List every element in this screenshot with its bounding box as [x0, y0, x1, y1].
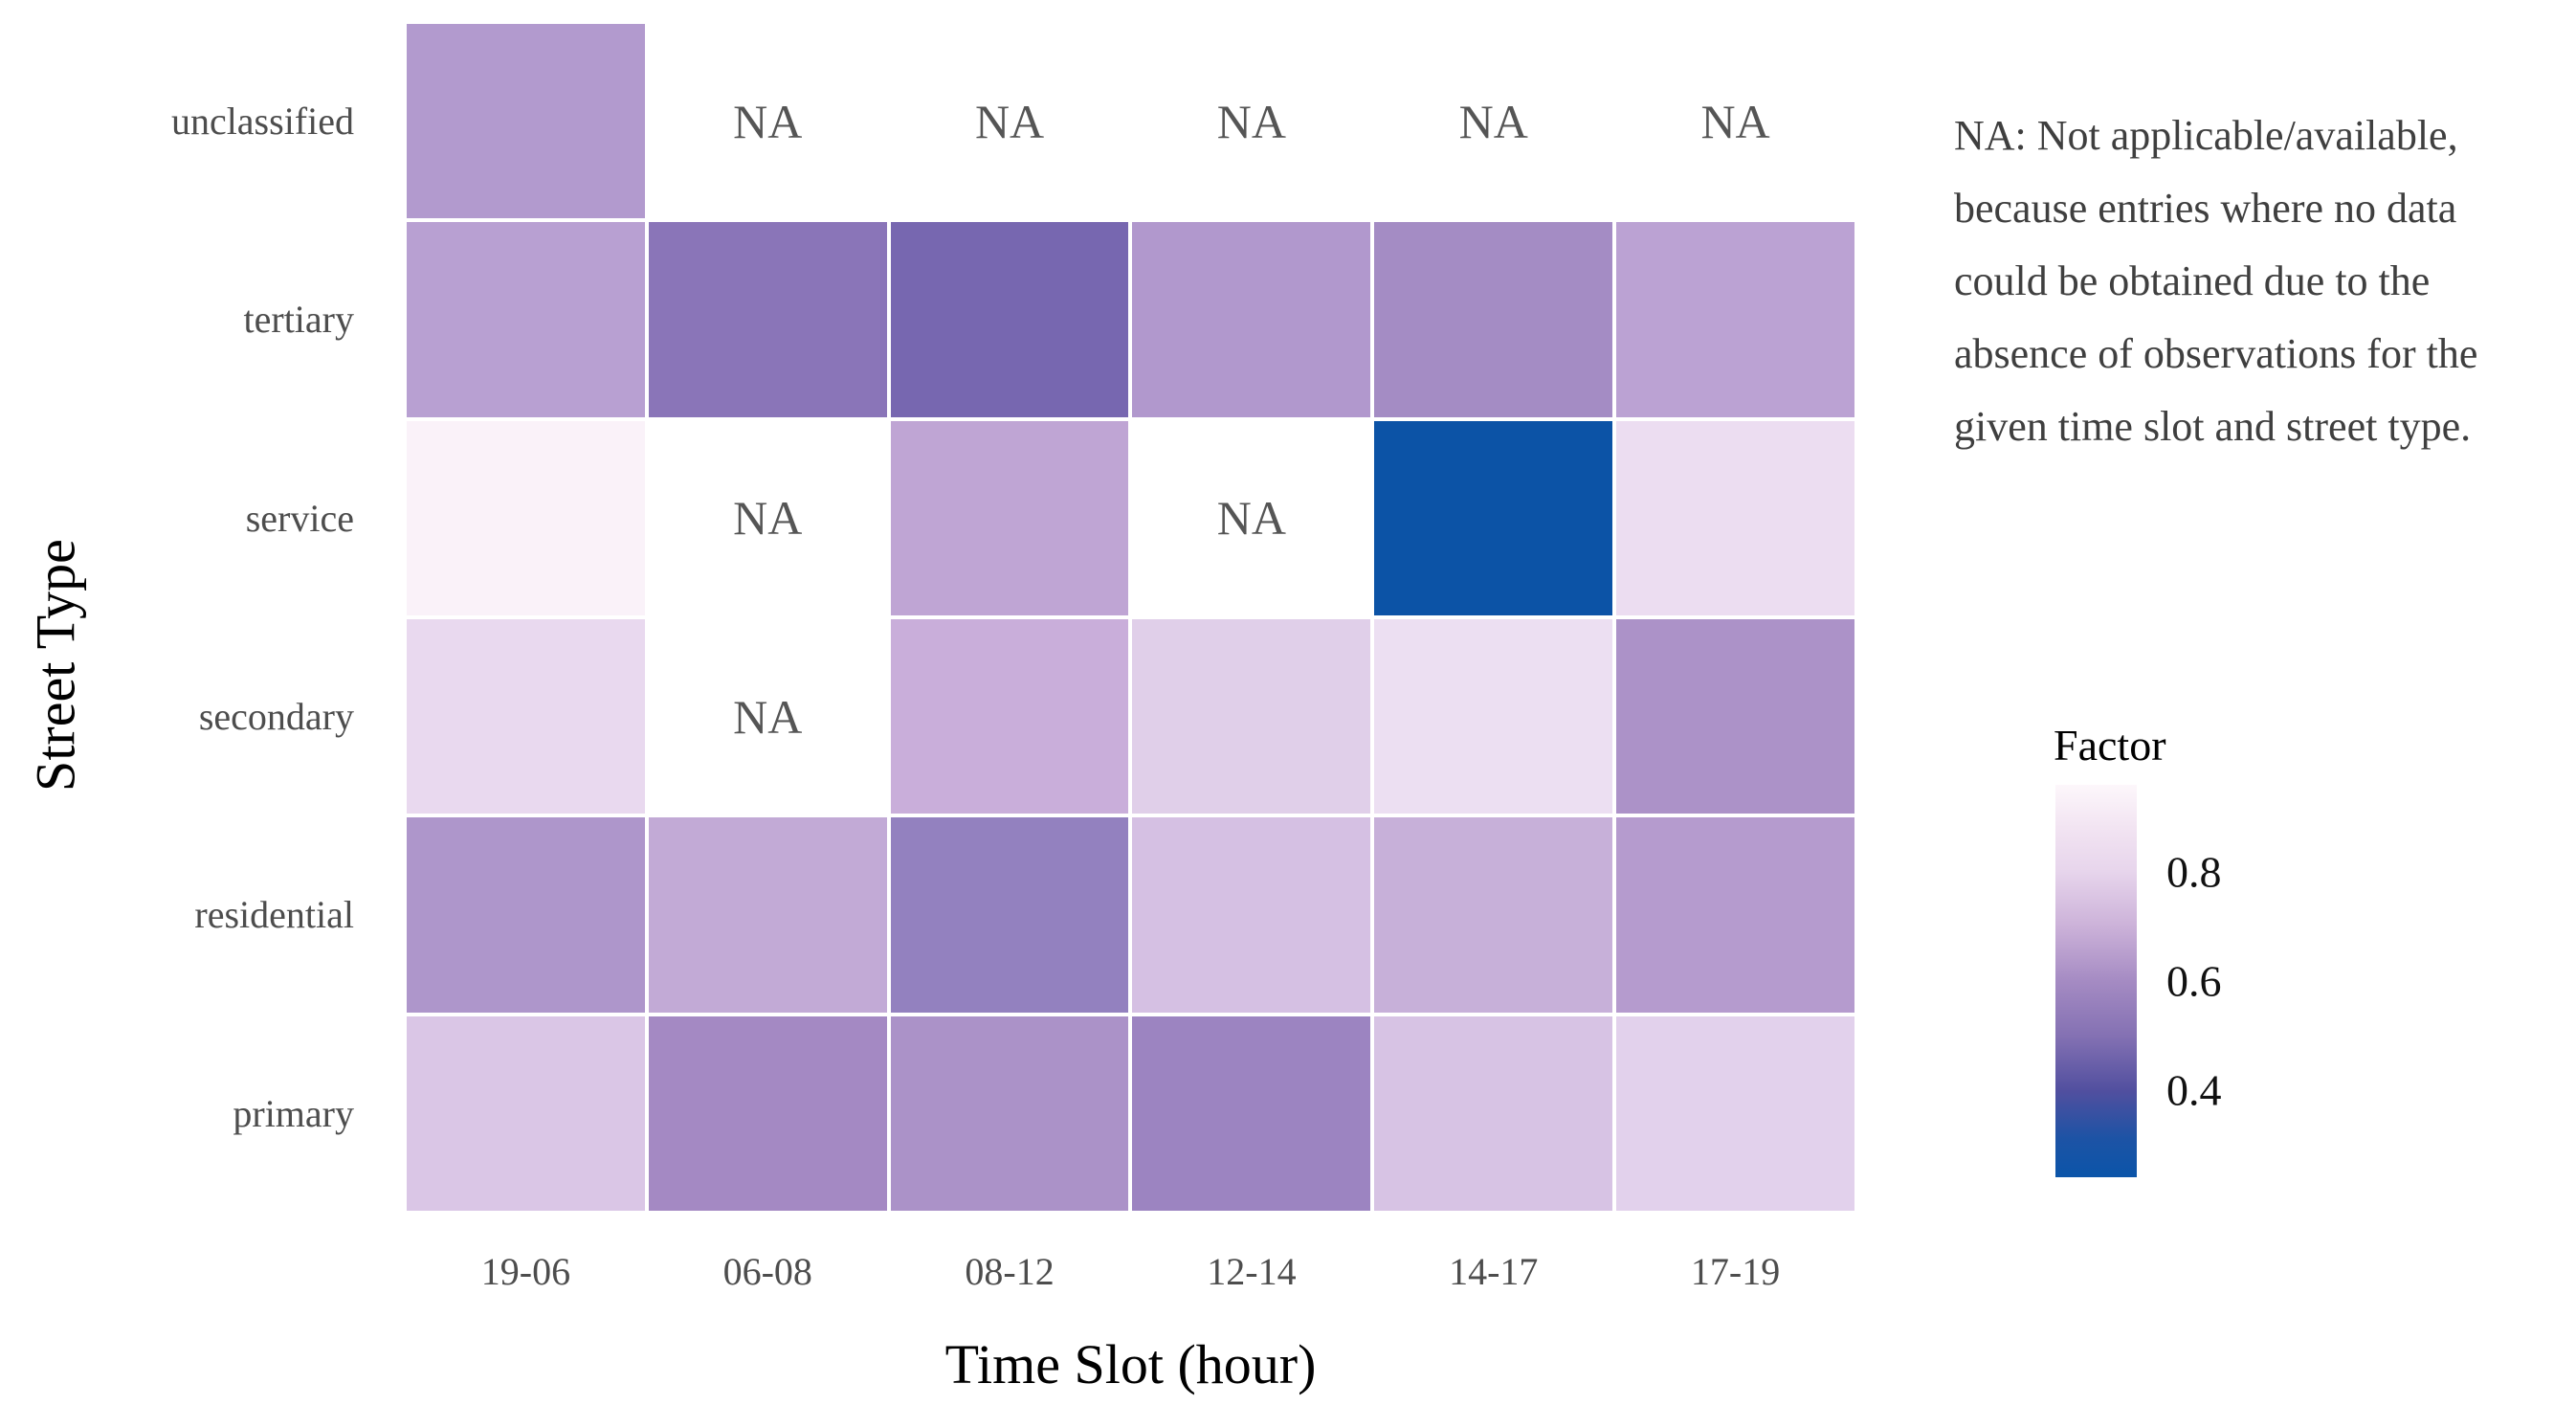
col-label-06-08: 06-08 — [722, 1249, 812, 1293]
legend-tick-0.6: 0.6 — [2166, 956, 2222, 1006]
heatmap-cell-tertiary-12-14 — [1132, 222, 1371, 417]
heatmap-cell-residential-12-14 — [1132, 817, 1371, 1013]
col-label-08-12: 08-12 — [965, 1249, 1055, 1293]
heatmap-cell-tertiary-17-19 — [1616, 222, 1854, 417]
x-axis-title: Time Slot (hour) — [944, 1333, 1317, 1395]
legend-title: Factor — [2054, 721, 2166, 770]
heatmap-cell-primary-08-12 — [890, 1015, 1129, 1211]
legend-colorbar — [2055, 785, 2137, 1177]
heatmap-cell-residential-19-06 — [407, 817, 645, 1013]
heatmap-cell-secondary-19-06 — [407, 618, 645, 814]
heatmap-cell-tertiary-08-12 — [890, 222, 1129, 417]
heatmap-cell-service-19-06 — [407, 420, 645, 615]
heatmap-cell-secondary-17-19 — [1616, 618, 1854, 814]
heatmap-cell-primary-17-19 — [1616, 1015, 1854, 1211]
heatmap-cell-unclassified-17-19: NA — [1616, 24, 1854, 219]
heatmap-cell-secondary-12-14 — [1132, 618, 1371, 814]
col-label-12-14: 12-14 — [1207, 1249, 1297, 1293]
heatmap-cell-residential-08-12 — [890, 817, 1129, 1013]
legend-tick-0.8: 0.8 — [2166, 847, 2222, 897]
heatmap-cell-residential-14-17 — [1374, 817, 1613, 1013]
heatmap-cell-secondary-06-08: NA — [648, 618, 887, 814]
heatmap-grid: NA NA NA NA NA NA NA NA — [407, 24, 1854, 1211]
heatmap-cell-service-17-19 — [1616, 420, 1854, 615]
heatmap-cell-residential-06-08 — [648, 817, 887, 1013]
legend-tick-0.4: 0.4 — [2166, 1065, 2222, 1115]
heatmap-cell-primary-12-14 — [1132, 1015, 1371, 1211]
heatmap-cell-primary-06-08 — [648, 1015, 887, 1211]
col-label-14-17: 14-17 — [1449, 1249, 1539, 1293]
heatmap-cell-service-12-14: NA — [1132, 420, 1371, 615]
heatmap-cell-service-06-08: NA — [648, 420, 887, 615]
heatmap-cell-unclassified-19-06 — [407, 24, 645, 219]
heatmap-cell-tertiary-19-06 — [407, 222, 645, 417]
heatmap-cell-tertiary-06-08 — [648, 222, 887, 417]
heatmap-cell-residential-17-19 — [1616, 817, 1854, 1013]
row-label-unclassified: unclassified — [170, 100, 354, 144]
heatmap-cell-secondary-14-17 — [1374, 618, 1613, 814]
heatmap-cell-service-14-17 — [1374, 420, 1613, 615]
heatmap-cell-primary-19-06 — [407, 1015, 645, 1211]
heatmap-cell-primary-14-17 — [1374, 1015, 1613, 1211]
row-label-service: service — [245, 496, 354, 540]
row-label-secondary: secondary — [198, 695, 354, 739]
heatmap-cell-unclassified-06-08: NA — [648, 24, 887, 219]
na-annotation-text: NA: Not applicable/available, because en… — [1954, 112, 2478, 450]
heatmap-cell-secondary-08-12 — [890, 618, 1129, 814]
row-label-tertiary: tertiary — [243, 298, 355, 342]
col-label-17-19: 17-19 — [1690, 1249, 1781, 1293]
heatmap-cell-tertiary-14-17 — [1374, 222, 1613, 417]
heatmap-cell-unclassified-12-14: NA — [1132, 24, 1371, 219]
row-label-primary: primary — [233, 1091, 354, 1135]
col-label-19-06: 19-06 — [480, 1249, 571, 1293]
row-label-residential: residential — [194, 893, 354, 937]
heatmap-cell-unclassified-08-12: NA — [890, 24, 1129, 219]
heatmap-cell-service-08-12 — [890, 420, 1129, 615]
heatmap-cell-unclassified-14-17: NA — [1374, 24, 1613, 219]
